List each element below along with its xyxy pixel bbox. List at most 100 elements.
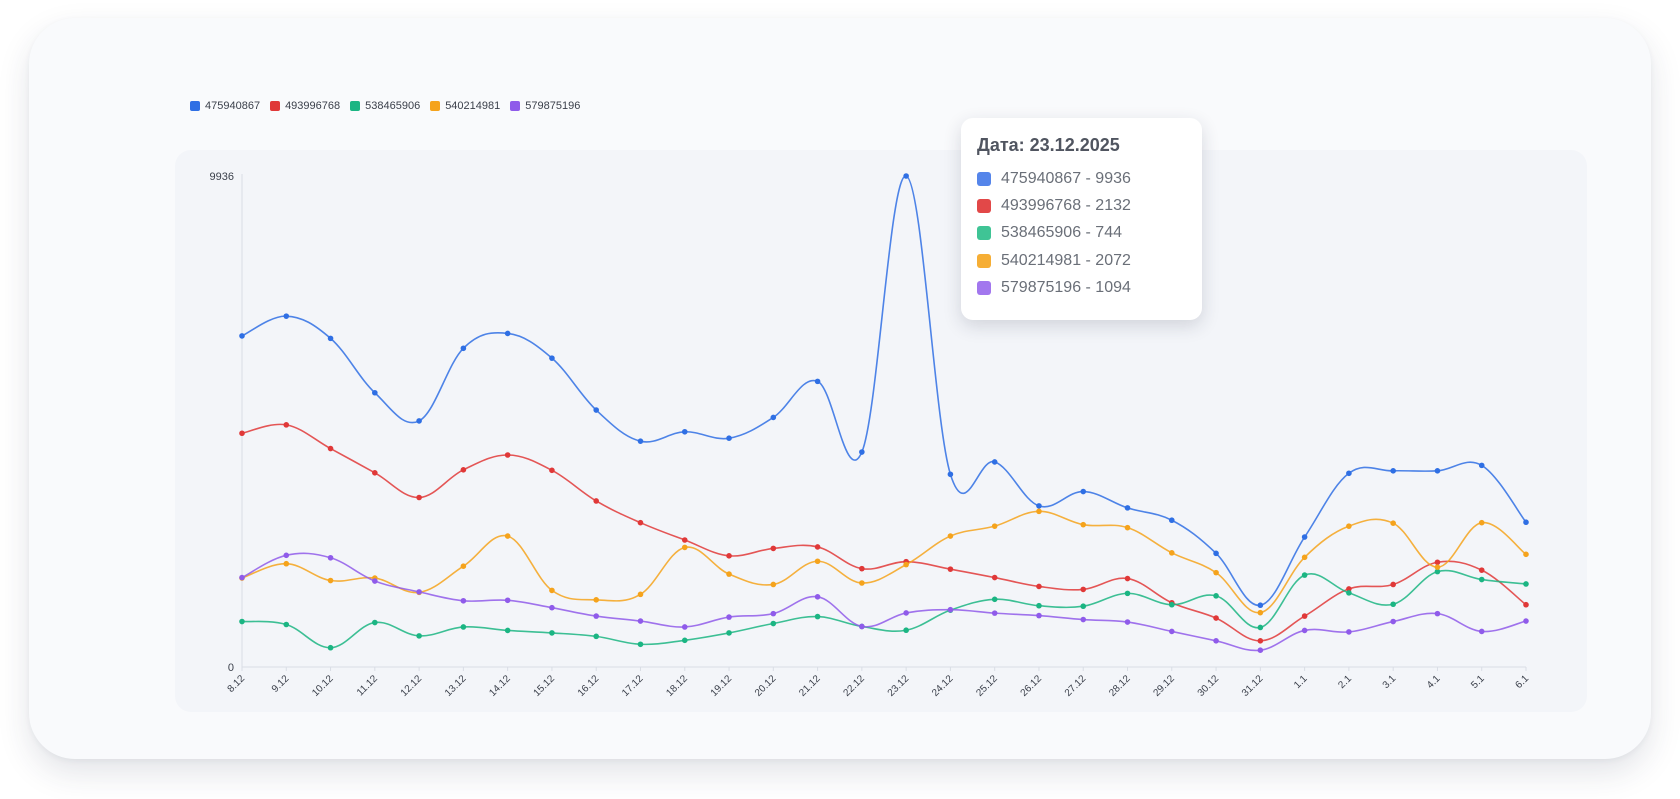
- data-point: [637, 591, 644, 598]
- data-point: [726, 614, 732, 620]
- data-point: [903, 627, 909, 634]
- chart-tooltip: Дата: 23.12.2025 475940867 - 9936 493996…: [961, 118, 1202, 320]
- tooltip-row-text: 538465906 - 744: [1001, 224, 1122, 242]
- data-point: [1301, 554, 1308, 561]
- data-point: [814, 594, 821, 600]
- data-point: [416, 633, 422, 639]
- tooltip-swatch: [977, 226, 991, 241]
- data-point: [593, 596, 600, 603]
- data-point: [1168, 550, 1175, 556]
- data-point: [1257, 638, 1264, 644]
- x-tick-label: 16.12: [576, 673, 602, 699]
- data-point: [1036, 602, 1042, 609]
- data-point: [1036, 612, 1042, 619]
- data-point: [283, 621, 290, 628]
- tooltip-row-text: 579875196 - 1094: [1001, 278, 1131, 296]
- legend-item[interactable]: 475940867: [190, 100, 260, 112]
- tooltip-swatch: [977, 171, 991, 186]
- x-tick-label: 20.12: [753, 673, 779, 699]
- x-tick-label: 26.12: [1019, 673, 1045, 699]
- data-point: [1301, 534, 1308, 540]
- data-point: [1523, 601, 1529, 608]
- x-tick-label: 13.12: [443, 673, 469, 699]
- data-point: [283, 552, 290, 559]
- data-point: [372, 578, 378, 584]
- data-point: [1346, 629, 1352, 635]
- x-tick-label: 23.12: [886, 673, 912, 699]
- data-point: [1346, 470, 1352, 477]
- data-point: [460, 597, 467, 604]
- data-point: [504, 452, 511, 458]
- data-point: [947, 566, 954, 572]
- data-point: [1390, 618, 1396, 625]
- data-point: [726, 553, 732, 559]
- x-tick-label: 28.12: [1107, 673, 1133, 699]
- data-point: [283, 560, 290, 567]
- data-point: [1080, 586, 1087, 593]
- data-point: [1080, 488, 1087, 495]
- data-point: [1168, 601, 1175, 608]
- tooltip-swatch: [977, 198, 991, 213]
- data-point: [1434, 610, 1441, 617]
- legend-item[interactable]: 493996768: [270, 100, 340, 112]
- x-tick-label: 3.1: [1381, 673, 1399, 691]
- data-point: [637, 641, 644, 648]
- data-point: [1257, 624, 1264, 631]
- data-point: [1346, 523, 1352, 529]
- data-point: [327, 554, 334, 561]
- data-point: [1434, 559, 1441, 566]
- legend-item[interactable]: 540214981: [430, 100, 500, 112]
- data-point: [726, 571, 732, 577]
- x-tick-label: 29.12: [1151, 673, 1177, 699]
- x-tick-label: 15.12: [532, 673, 558, 699]
- data-point: [1213, 593, 1219, 599]
- data-point: [1213, 569, 1219, 576]
- data-point: [814, 378, 821, 385]
- data-point: [681, 544, 688, 551]
- data-point: [991, 610, 998, 616]
- tooltip-title: Дата: 23.12.2025: [977, 135, 1120, 155]
- legend-item[interactable]: 579875196: [510, 100, 580, 112]
- plot-area: [175, 150, 1587, 712]
- data-point: [947, 471, 954, 478]
- tooltip-swatch: [977, 253, 991, 268]
- data-point: [1434, 468, 1441, 474]
- data-point: [637, 618, 644, 624]
- series-line: [241, 423, 1527, 642]
- data-point: [1080, 603, 1087, 610]
- data-point: [637, 519, 644, 526]
- x-tick-label: 5.1: [1469, 673, 1487, 691]
- data-point: [283, 422, 290, 428]
- data-point: [903, 561, 909, 568]
- data-point: [593, 633, 600, 640]
- tooltip-row-text: 540214981 - 2072: [1001, 251, 1131, 269]
- x-tick-label: 27.12: [1063, 673, 1089, 699]
- data-point: [549, 630, 555, 636]
- data-point: [239, 430, 245, 437]
- data-point: [1213, 550, 1219, 557]
- data-point: [1301, 572, 1308, 578]
- data-point: [1168, 628, 1175, 635]
- tooltip-row: 493996768 - 2132: [977, 192, 1186, 219]
- data-point: [1478, 576, 1485, 583]
- x-tick-label: 4.1: [1425, 673, 1443, 691]
- data-point: [1301, 613, 1308, 619]
- legend-item[interactable]: 538465906: [350, 100, 420, 112]
- data-point: [1523, 551, 1529, 558]
- data-point: [1478, 462, 1485, 469]
- data-point: [460, 563, 467, 569]
- data-point: [681, 624, 688, 630]
- data-point: [859, 449, 865, 455]
- legend-label: 475940867: [205, 100, 261, 112]
- data-point: [1124, 619, 1131, 625]
- data-point: [1257, 647, 1264, 653]
- tooltip-row-text: 475940867 - 9936: [1001, 169, 1131, 187]
- legend-label: 579875196: [525, 100, 581, 112]
- legend-swatch: [510, 101, 521, 111]
- x-tick-label: 10.12: [310, 673, 336, 699]
- data-point: [1213, 615, 1219, 621]
- tooltip-row: 538465906 - 744: [977, 220, 1186, 247]
- data-point: [1036, 508, 1042, 515]
- legend-label: 538465906: [365, 100, 421, 112]
- data-point: [416, 418, 422, 424]
